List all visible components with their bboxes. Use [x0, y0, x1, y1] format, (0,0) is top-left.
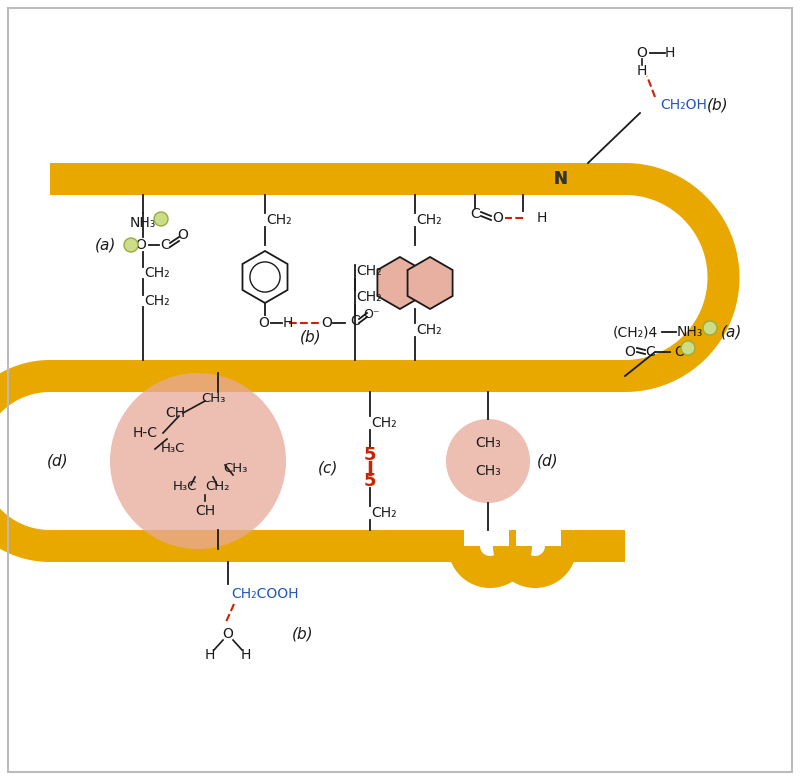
Polygon shape	[407, 257, 453, 309]
Polygon shape	[493, 546, 577, 588]
Text: CH: CH	[165, 406, 185, 420]
Text: O⁻: O⁻	[362, 309, 379, 321]
Text: CH₂: CH₂	[144, 266, 170, 280]
Text: H: H	[537, 211, 547, 225]
Text: CH₂COOH: CH₂COOH	[231, 587, 298, 601]
Circle shape	[110, 373, 286, 549]
Text: CH: CH	[195, 504, 215, 518]
Text: O: O	[493, 211, 503, 225]
Polygon shape	[50, 163, 625, 195]
Polygon shape	[50, 360, 625, 392]
Text: NH₃: NH₃	[130, 216, 156, 230]
Circle shape	[703, 321, 717, 335]
Text: +: +	[706, 323, 714, 333]
Text: −: −	[126, 239, 136, 251]
Text: (b): (b)	[707, 98, 729, 112]
Text: CH₃: CH₃	[475, 464, 501, 478]
Text: H₃C: H₃C	[173, 480, 197, 494]
Text: (CH₂)4: (CH₂)4	[612, 325, 658, 339]
Text: (b): (b)	[292, 626, 314, 641]
Text: C: C	[160, 238, 170, 252]
Text: −: −	[682, 342, 694, 354]
Circle shape	[154, 212, 168, 226]
Text: H: H	[241, 648, 251, 662]
Text: H: H	[283, 316, 293, 330]
Text: N: N	[553, 170, 567, 188]
Text: (c): (c)	[318, 460, 338, 476]
Text: CH₂: CH₂	[356, 264, 382, 278]
Text: O: O	[322, 316, 333, 330]
Polygon shape	[561, 530, 625, 562]
Text: C: C	[350, 314, 360, 328]
Text: CH₂: CH₂	[371, 416, 397, 430]
Text: 5: 5	[364, 446, 376, 464]
Text: CH₂: CH₂	[371, 506, 397, 520]
Text: CH₂OH: CH₂OH	[660, 98, 707, 112]
Text: +: +	[157, 214, 165, 224]
Text: CH₂: CH₂	[205, 480, 230, 494]
Text: H₃C: H₃C	[161, 442, 185, 456]
Text: CH₃: CH₃	[475, 436, 501, 450]
Polygon shape	[625, 163, 739, 392]
Polygon shape	[509, 530, 516, 562]
Text: O: O	[258, 316, 270, 330]
Text: O: O	[637, 46, 647, 60]
Text: C: C	[470, 207, 480, 221]
Text: CH₂: CH₂	[266, 213, 292, 227]
Text: H-C: H-C	[133, 426, 158, 440]
Text: (a): (a)	[722, 324, 742, 339]
Text: O: O	[222, 627, 234, 641]
Text: 5: 5	[364, 472, 376, 490]
Polygon shape	[50, 163, 625, 195]
Text: (d): (d)	[47, 453, 69, 469]
Polygon shape	[50, 530, 464, 562]
Text: (b): (b)	[300, 329, 322, 345]
Circle shape	[124, 238, 138, 252]
Circle shape	[681, 341, 695, 355]
Text: O: O	[625, 345, 635, 359]
Polygon shape	[448, 546, 532, 588]
Polygon shape	[378, 257, 422, 309]
Text: (a): (a)	[95, 237, 116, 253]
Circle shape	[446, 419, 530, 503]
Polygon shape	[561, 530, 625, 562]
Text: H: H	[205, 648, 215, 662]
Text: H: H	[637, 64, 647, 78]
Text: C: C	[645, 345, 655, 359]
Text: CH₃: CH₃	[223, 463, 247, 476]
Text: CH₂: CH₂	[356, 290, 382, 304]
Text: CH₂: CH₂	[416, 213, 442, 227]
Polygon shape	[50, 360, 625, 392]
Polygon shape	[509, 530, 516, 562]
Polygon shape	[50, 530, 464, 562]
Text: N: N	[553, 170, 567, 188]
Text: CH₂: CH₂	[416, 323, 442, 337]
Text: (d): (d)	[537, 453, 559, 469]
Text: CH₃: CH₃	[201, 392, 225, 406]
Text: O: O	[178, 228, 189, 242]
Text: H: H	[665, 46, 675, 60]
Text: O: O	[674, 345, 686, 359]
Text: O: O	[135, 238, 146, 252]
Text: NH₃: NH₃	[677, 325, 703, 339]
Text: CH₂: CH₂	[144, 294, 170, 308]
Polygon shape	[0, 360, 50, 562]
